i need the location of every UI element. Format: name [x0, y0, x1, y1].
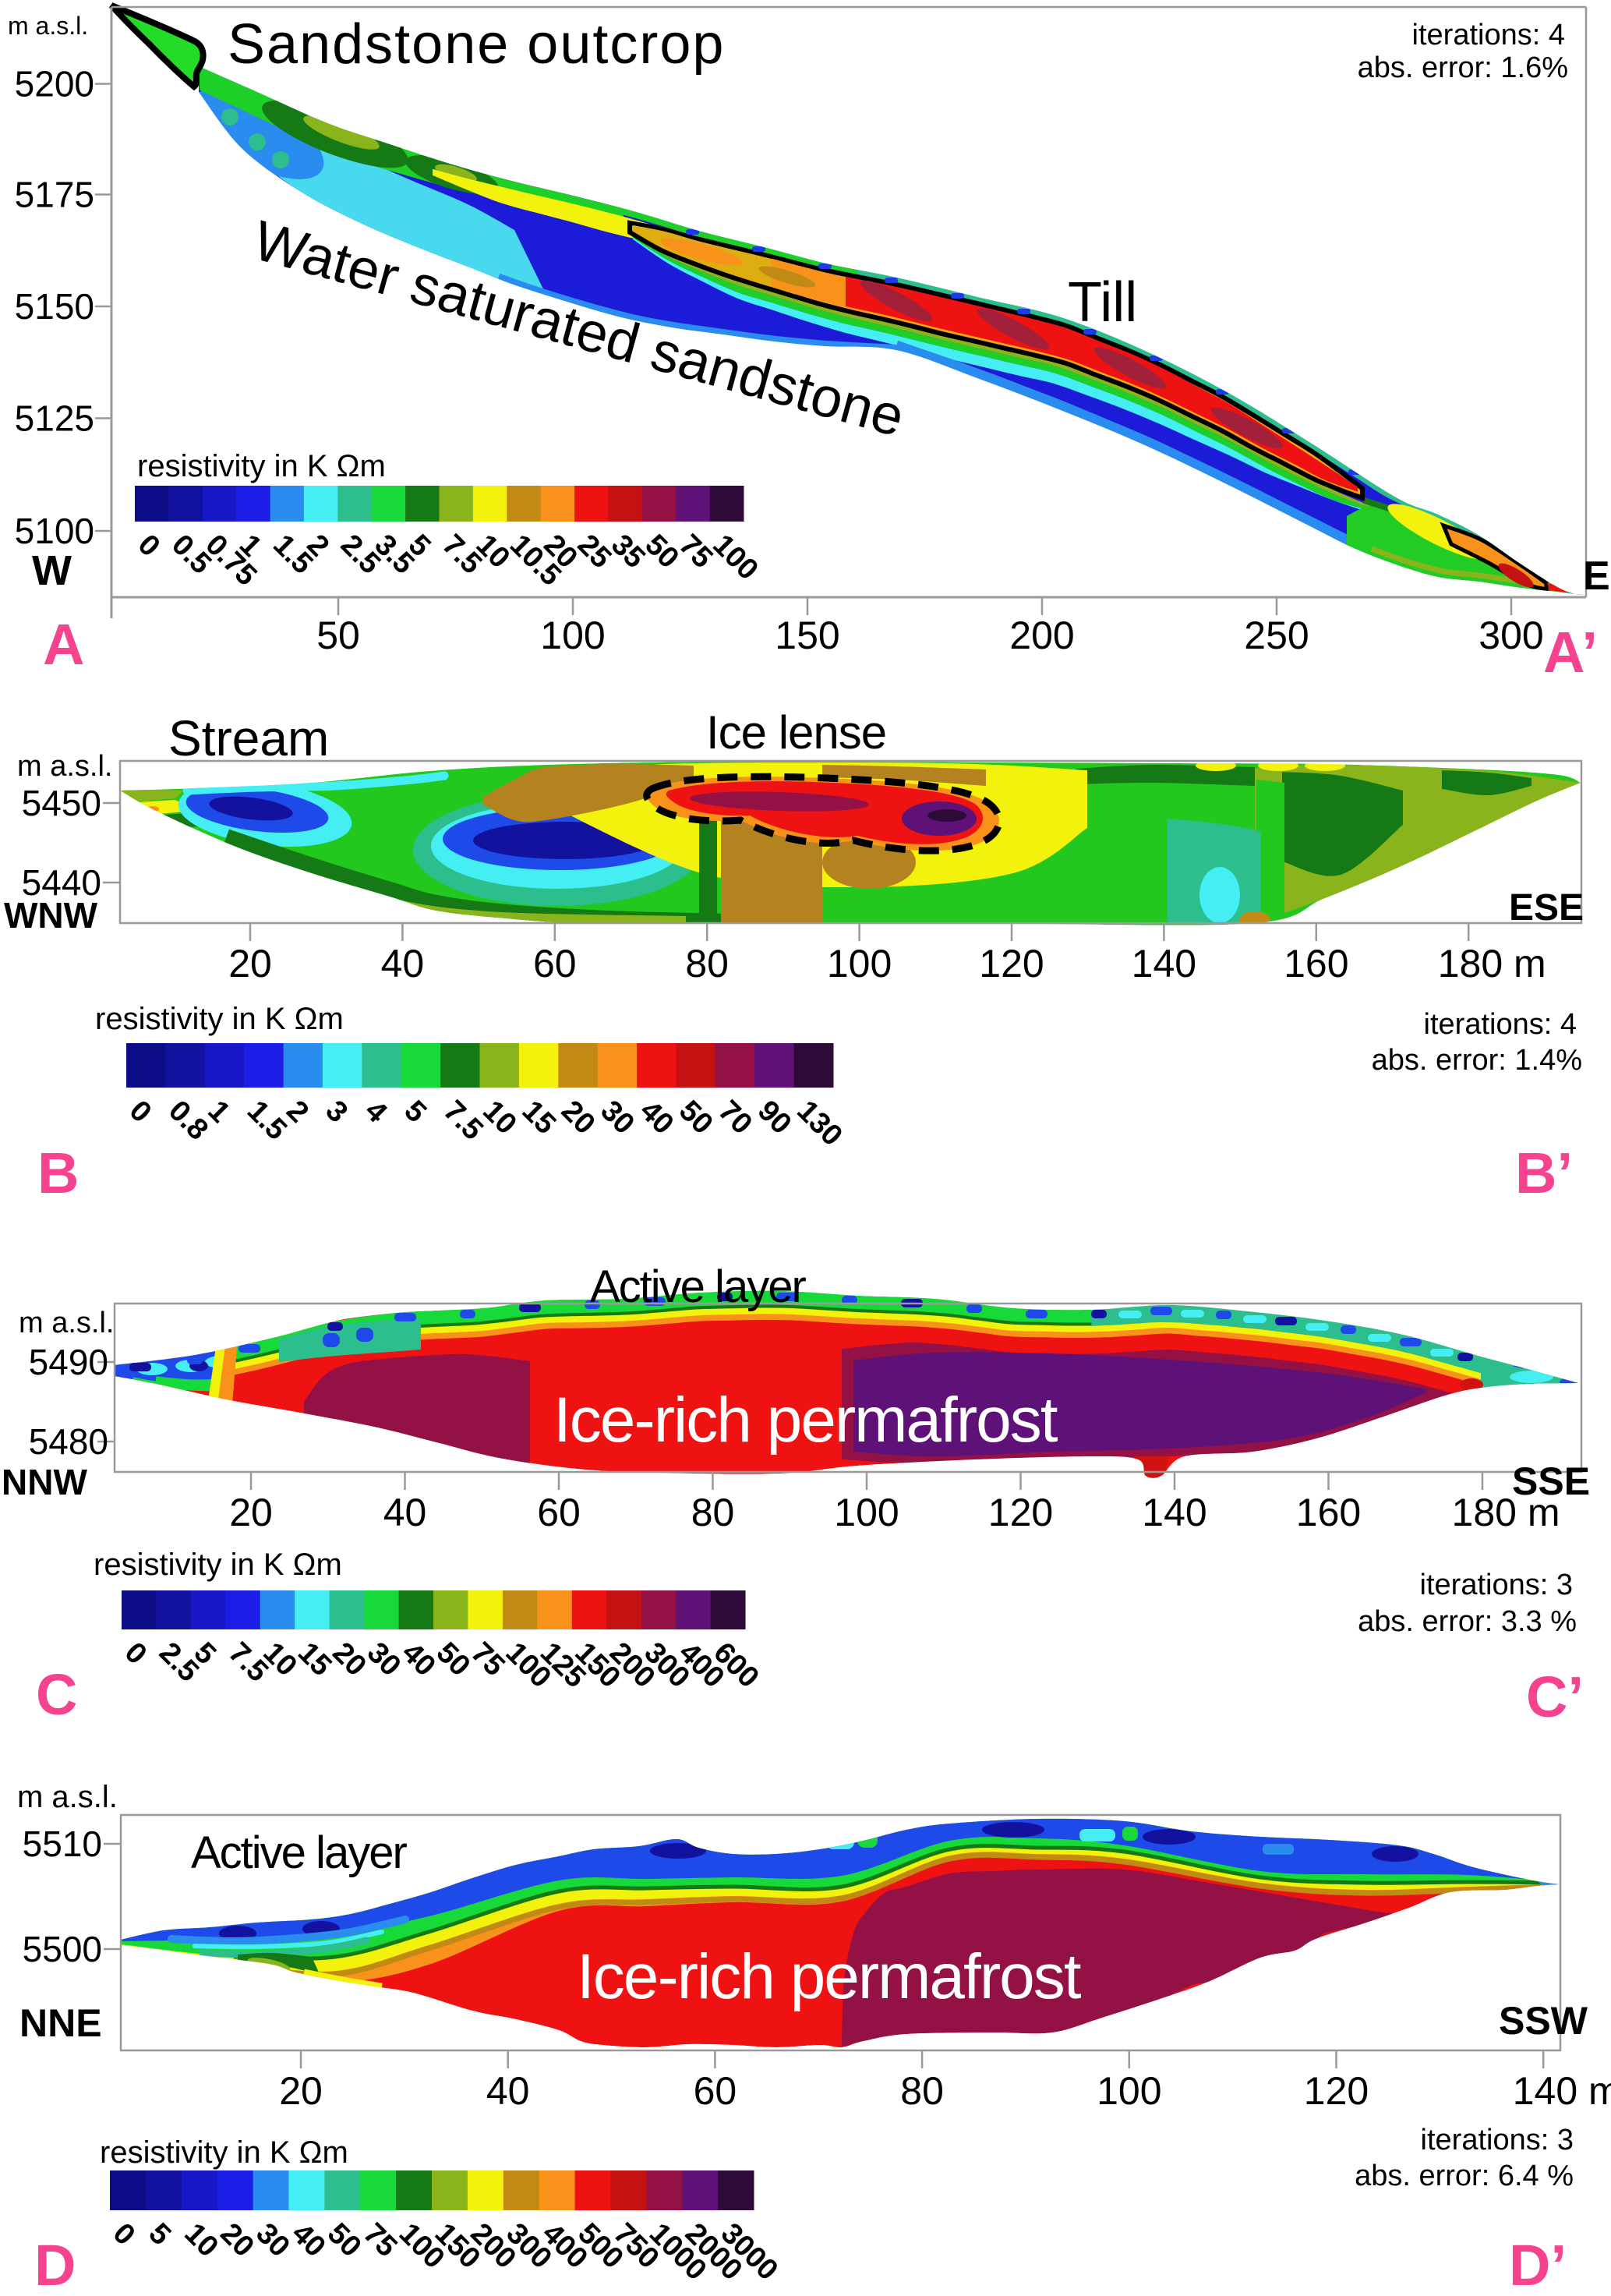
svg-text:iterations: 3: iterations: 3 [1420, 1569, 1573, 1601]
svg-text:80: 80 [685, 942, 729, 985]
svg-text:iterations: 3: iterations: 3 [1421, 2124, 1574, 2156]
svg-text:80: 80 [900, 2069, 944, 2113]
svg-text:250: 250 [1244, 614, 1309, 657]
svg-text:5450: 5450 [22, 783, 101, 823]
svg-text:resistivity in K Ωm: resistivity in K Ωm [94, 1548, 342, 1582]
svg-text:resistivity in K Ωm: resistivity in K Ωm [95, 1002, 344, 1036]
svg-text:20: 20 [229, 1491, 273, 1534]
svg-text:WNW: WNW [4, 895, 98, 936]
svg-text:A’: A’ [1543, 620, 1598, 685]
svg-text:60: 60 [537, 1491, 581, 1534]
svg-text:120: 120 [979, 942, 1044, 985]
svg-text:140: 140 [1132, 942, 1196, 985]
svg-text:E: E [1583, 554, 1610, 599]
svg-text:100: 100 [1097, 2069, 1161, 2113]
svg-text:140: 140 [1142, 1491, 1206, 1534]
svg-text:40: 40 [381, 942, 425, 985]
svg-text:100: 100 [827, 942, 892, 985]
svg-text:300: 300 [1479, 614, 1543, 657]
svg-text:iterations: 4: iterations: 4 [1424, 1008, 1577, 1041]
svg-text:Sandstone outcrop: Sandstone outcrop [228, 13, 725, 76]
svg-text:ESE: ESE [1509, 887, 1584, 929]
svg-text:A: A [43, 612, 84, 677]
svg-text:abs. error: 3.3 %: abs. error: 3.3 % [1358, 1605, 1577, 1638]
svg-text:Active layer: Active layer [191, 1827, 407, 1878]
svg-text:Ice-rich permafrost: Ice-rich permafrost [577, 1941, 1082, 2012]
svg-text:m a.s.l.: m a.s.l. [19, 1307, 114, 1339]
svg-text:5440: 5440 [22, 862, 101, 903]
svg-text:200: 200 [1009, 614, 1074, 657]
svg-text:40: 40 [486, 2069, 530, 2113]
svg-text:NNE: NNE [19, 2001, 102, 2045]
svg-text:5510: 5510 [23, 1824, 102, 1864]
svg-text:120: 120 [988, 1491, 1053, 1534]
svg-text:C: C [36, 1662, 77, 1727]
svg-text:180 m: 180 m [1438, 942, 1546, 985]
svg-text:60: 60 [533, 942, 577, 985]
svg-text:SSE: SSE [1512, 1459, 1590, 1503]
svg-text:150: 150 [775, 614, 839, 657]
svg-text:160: 160 [1284, 942, 1348, 985]
svg-text:abs. error: 1.6%: abs. error: 1.6% [1358, 51, 1568, 84]
svg-text:140 m: 140 m [1513, 2069, 1611, 2113]
svg-text:5175: 5175 [15, 175, 94, 215]
svg-text:abs. error: 1.4%: abs. error: 1.4% [1372, 1044, 1582, 1077]
svg-text:160: 160 [1296, 1491, 1361, 1534]
svg-text:Till: Till [1068, 271, 1137, 334]
svg-text:NNW: NNW [2, 1462, 87, 1502]
svg-text:180 m: 180 m [1452, 1491, 1560, 1534]
svg-text:Stream: Stream [168, 710, 329, 766]
svg-text:5150: 5150 [15, 286, 94, 327]
svg-text:20: 20 [228, 942, 272, 985]
svg-text:40: 40 [383, 1491, 427, 1534]
svg-text:80: 80 [691, 1491, 735, 1534]
svg-text:5100: 5100 [15, 511, 94, 551]
svg-text:D: D [34, 2233, 76, 2292]
svg-text:Active layer: Active layer [590, 1261, 806, 1312]
svg-text:5500: 5500 [23, 1929, 102, 1969]
svg-text:C’: C’ [1526, 1665, 1584, 1729]
svg-text:B: B [37, 1141, 79, 1205]
svg-text:100: 100 [540, 614, 605, 657]
svg-text:Ice lense: Ice lense [706, 706, 886, 759]
svg-text:SSW: SSW [1499, 1999, 1588, 2043]
svg-text:5490: 5490 [29, 1342, 108, 1382]
svg-text:abs. error: 6.4 %: abs. error: 6.4 % [1355, 2160, 1574, 2192]
svg-text:60: 60 [694, 2069, 737, 2113]
svg-text:20: 20 [279, 2069, 323, 2113]
svg-text:50: 50 [316, 614, 360, 657]
svg-text:D’: D’ [1509, 2233, 1567, 2292]
svg-text:m a.s.l.: m a.s.l. [8, 12, 88, 40]
svg-text:m a.s.l.: m a.s.l. [17, 1780, 118, 1814]
svg-text:5200: 5200 [15, 64, 94, 104]
svg-text:B’: B’ [1515, 1141, 1573, 1205]
svg-text:100: 100 [834, 1491, 899, 1534]
svg-text:W: W [32, 547, 72, 594]
svg-text:iterations: 4: iterations: 4 [1412, 19, 1565, 51]
svg-text:resistivity in K Ωm: resistivity in K Ωm [137, 449, 386, 483]
svg-text:5125: 5125 [15, 398, 94, 439]
svg-text:resistivity in K Ωm: resistivity in K Ωm [100, 2135, 348, 2170]
svg-text:5480: 5480 [29, 1421, 108, 1462]
svg-text:Ice-rich permafrost: Ice-rich permafrost [553, 1385, 1058, 1456]
svg-text:120: 120 [1304, 2069, 1369, 2113]
svg-text:m a.s.l.: m a.s.l. [17, 750, 112, 783]
